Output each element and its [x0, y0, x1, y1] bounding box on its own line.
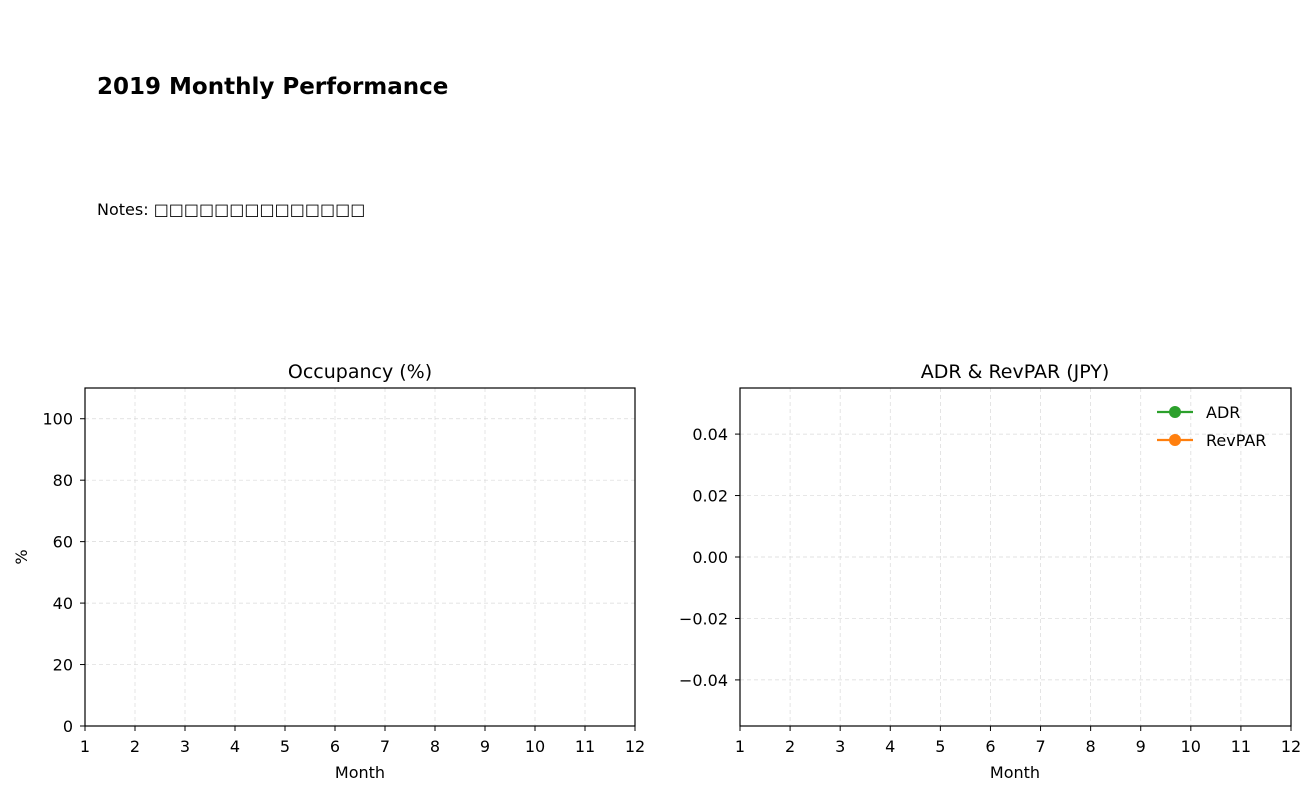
adr-revpar-x-tick-label: 1 [735, 737, 745, 756]
occupancy-y-tick-label: 20 [53, 656, 73, 675]
adr-revpar-legend: ADR RevPAR [1157, 403, 1266, 450]
occupancy-y-axis-label: % [12, 549, 31, 564]
legend-label-revpar: RevPAR [1206, 431, 1266, 450]
adr-revpar-x-ticks: 1 2 3 4 5 6 7 8 9 10 11 12 [735, 726, 1301, 756]
page-title: 2019 Monthly Performance [97, 74, 449, 100]
adr-revpar-x-tick-label: 8 [1086, 737, 1096, 756]
adr-revpar-chart-title: ADR & RevPAR (JPY) [921, 361, 1110, 383]
adr-revpar-x-tick-label: 3 [835, 737, 845, 756]
occupancy-x-tick-label: 9 [480, 737, 490, 756]
occupancy-x-tick-label: 2 [130, 737, 140, 756]
occupancy-x-tick-label: 4 [230, 737, 240, 756]
occupancy-x-tick-label: 11 [575, 737, 595, 756]
occupancy-y-tick-label: 40 [53, 594, 73, 613]
adr-revpar-x-tick-label: 10 [1181, 737, 1201, 756]
occupancy-x-ticks: 1 2 3 4 5 6 7 8 9 10 11 12 [80, 726, 645, 756]
adr-revpar-y-ticks: −0.04 −0.02 0.00 0.02 0.04 [679, 425, 740, 690]
legend-marker-revpar [1169, 434, 1181, 446]
adr-revpar-y-tick-label: 0.02 [692, 487, 728, 506]
adr-revpar-x-tick-label: 5 [935, 737, 945, 756]
occupancy-x-tick-label: 5 [280, 737, 290, 756]
occupancy-y-tick-label: 80 [53, 471, 73, 490]
adr-revpar-x-tick-label: 7 [1035, 737, 1045, 756]
adr-revpar-y-tick-label: −0.04 [679, 671, 728, 690]
occupancy-plot-frame [84, 387, 636, 727]
occupancy-x-tick-label: 12 [625, 737, 645, 756]
occupancy-x-tick-label: 7 [380, 737, 390, 756]
adr-revpar-x-axis-label: Month [990, 763, 1040, 782]
occupancy-grid [84, 388, 636, 727]
adr-revpar-x-tick-label: 9 [1136, 737, 1146, 756]
legend-marker-adr [1169, 406, 1181, 418]
adr-revpar-x-tick-label: 2 [785, 737, 795, 756]
adr-revpar-chart: ADR & RevPAR (JPY) 1 2 3 4 5 6 7 8 9 10 11 12 −0.04… [679, 361, 1301, 782]
occupancy-y-tick-label: 60 [53, 533, 73, 552]
occupancy-x-tick-label: 3 [180, 737, 190, 756]
adr-revpar-y-tick-label: 0.04 [692, 425, 728, 444]
occupancy-y-ticks: 0 20 40 60 80 100 [42, 410, 85, 736]
occupancy-y-tick-label: 0 [63, 717, 73, 736]
adr-revpar-y-tick-label: −0.02 [679, 609, 728, 628]
adr-revpar-x-tick-label: 6 [985, 737, 995, 756]
adr-revpar-x-tick-label: 4 [885, 737, 895, 756]
occupancy-x-tick-label: 6 [330, 737, 340, 756]
occupancy-x-axis-label: Month [335, 763, 385, 782]
adr-revpar-y-tick-label: 0.00 [692, 548, 728, 567]
occupancy-chart: Occupancy (%) 1 2 3 4 5 6 7 8 9 10 11 12 0204060801… [12, 361, 645, 782]
occupancy-x-tick-label: 1 [80, 737, 90, 756]
occupancy-x-tick-label: 10 [525, 737, 545, 756]
occupancy-x-tick-label: 8 [430, 737, 440, 756]
occupancy-y-tick-label: 100 [42, 410, 73, 429]
adr-revpar-x-tick-label: 12 [1281, 737, 1301, 756]
legend-label-adr: ADR [1206, 403, 1240, 422]
notes-text: Notes: □□□□□□□□□□□□□□ [97, 200, 366, 219]
occupancy-chart-title: Occupancy (%) [288, 361, 432, 383]
adr-revpar-x-tick-label: 11 [1231, 737, 1251, 756]
